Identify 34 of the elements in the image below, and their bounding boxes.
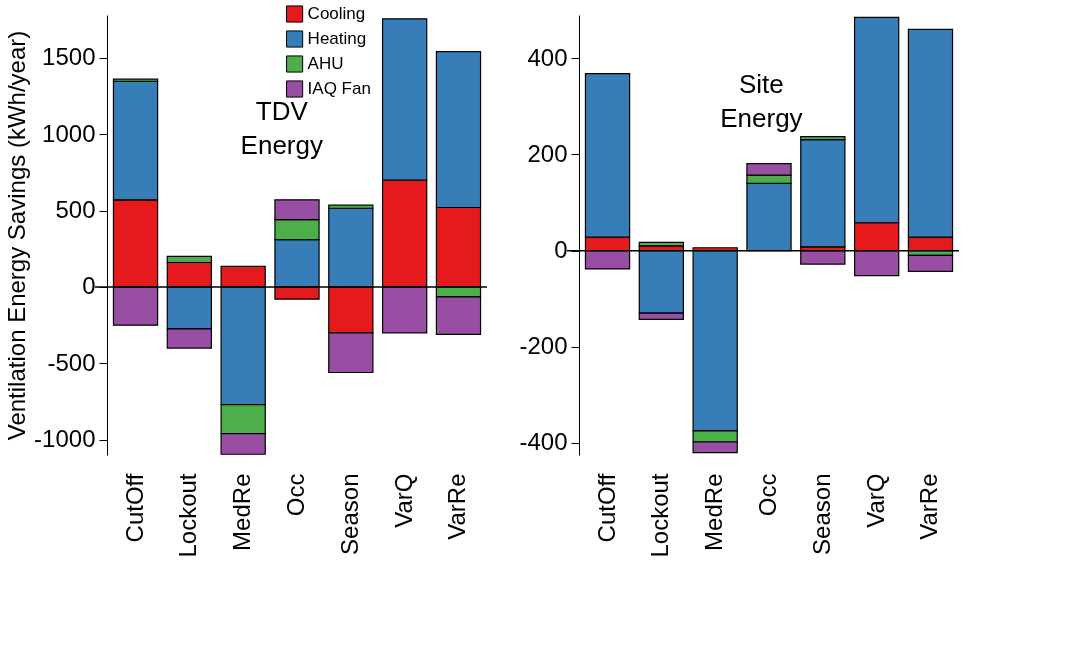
annotation: Site Energy (720, 69, 803, 134)
y-tick-label: 1500 (42, 43, 96, 71)
x-tick-label: Occ (282, 473, 309, 517)
x-tick-label: Season (807, 473, 835, 555)
x-tick-label: VarQ (861, 473, 889, 528)
legend-label: IAQ Fan (307, 79, 371, 98)
y-tick-label: 400 (527, 43, 568, 71)
bar (907, 254, 954, 272)
legend-label: Cooling (307, 4, 366, 23)
x-tick-label: Occ (754, 473, 781, 517)
y-tick-label: 1000 (42, 119, 96, 147)
y-tick-label: 0 (554, 236, 568, 264)
x-tick-label: VarRe (915, 473, 943, 540)
legend-label: AHU (307, 54, 344, 73)
x-tick-label: Lockout (646, 473, 674, 558)
legend-label: Heating (307, 29, 367, 48)
bar (800, 138, 846, 248)
x-tick-label: CutOff (592, 473, 620, 543)
y-tick-label: 0 (82, 272, 96, 300)
x-tick-label: Season (335, 473, 363, 555)
y-tick-label: -200 (519, 332, 568, 360)
x-tick-label: VarRe (443, 473, 471, 540)
x-tick-label: MedRe (700, 473, 728, 551)
y-tick-label: -1000 (34, 425, 96, 453)
x-tick-label: Lockout (174, 473, 202, 558)
x-tick-label: CutOff (120, 473, 148, 543)
annotation: TDV Energy (240, 95, 323, 160)
y-axis-title: Ventilation Energy Savings (kWh/year) (3, 30, 31, 441)
y-tick-label: 200 (527, 139, 568, 167)
y-tick-label: -400 (519, 428, 568, 456)
y-tick-label: 500 (55, 196, 96, 224)
x-tick-label: MedRe (228, 473, 256, 551)
x-tick-label: VarQ (389, 473, 417, 528)
y-tick-label: -500 (47, 348, 96, 376)
